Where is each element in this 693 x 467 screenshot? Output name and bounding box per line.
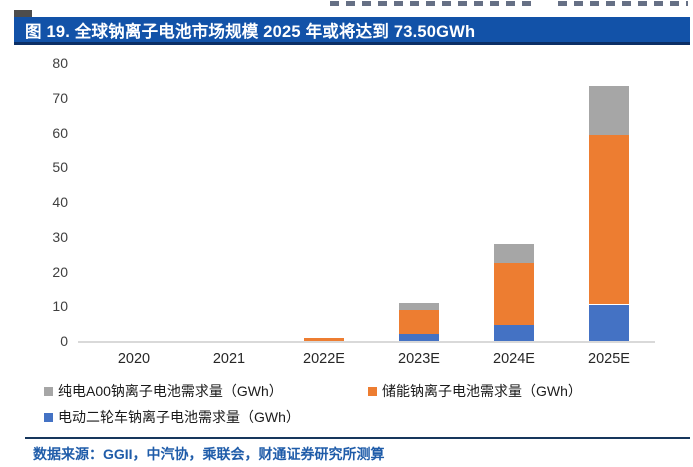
- x-axis-tick-label: 2022E: [303, 351, 345, 367]
- bar-segment-2025E: [589, 304, 629, 341]
- legend-label: 纯电A00钠离子电池需求量（GWh）: [58, 383, 283, 399]
- figure-title-bar: 图 19. 全球钠离子电池市场规模 2025 年或将达到 73.50GWh: [14, 17, 690, 45]
- legend-swatch-orange: [368, 386, 377, 396]
- bar-segment-2022E: [304, 337, 344, 341]
- legend-item-storage-demand: 储能钠离子电池需求量（GWh）: [368, 381, 582, 401]
- figure-title: 图 19. 全球钠离子电池市场规模 2025 年或将达到 73.50GWh: [25, 22, 476, 41]
- legend-label: 电动二轮车钠离子电池需求量（GWh）: [58, 409, 300, 425]
- clipped-text-fragment: [558, 1, 688, 6]
- y-axis-tick-label: 20: [52, 263, 68, 280]
- y-axis-tick-label: 40: [52, 194, 68, 210]
- legend-swatch-gray: [44, 386, 53, 396]
- legend-label: 储能钠离子电池需求量（GWh）: [382, 383, 582, 399]
- clipped-element-fragment: [14, 10, 32, 17]
- x-axis-tick-label: 2024E: [493, 351, 535, 367]
- bar-segment-2023E: [399, 302, 439, 310]
- x-axis-tick-label: 2020: [117, 351, 151, 367]
- bar-segment-2025E: [589, 85, 629, 136]
- bar-segment-2024E: [494, 325, 534, 341]
- data-source-note: 数据来源：GGII，中汽协，乘联会，财通证券研究所测算: [33, 446, 385, 462]
- bar-segment-2024E: [494, 243, 534, 263]
- legend-item-two-wheeler-demand: 电动二轮车钠离子电池需求量（GWh）: [44, 407, 300, 427]
- y-axis-tick-label: 30: [52, 228, 68, 245]
- x-axis-tick-label: 2021: [212, 351, 246, 367]
- bar-segment-2023E: [399, 334, 439, 341]
- clipped-text-fragment: [330, 1, 532, 6]
- x-axis-line: [78, 341, 655, 343]
- y-axis-tick-label: 80: [52, 55, 68, 71]
- y-axis-tick-label: 60: [52, 124, 68, 141]
- x-axis-tick-label: 2025E: [588, 351, 630, 367]
- bar-segment-2023E: [399, 309, 439, 335]
- bar-segment-2024E: [494, 262, 534, 326]
- stacked-bar-chart: 0 10 20 30 40 50 60 70 80 2020 2021 2022E 2023E 2024…: [0, 50, 693, 380]
- footer-divider: [25, 437, 690, 439]
- bar-segment-2025E: [589, 135, 629, 305]
- legend-swatch-blue: [44, 412, 53, 422]
- y-axis-tick-label: 50: [52, 159, 68, 176]
- legend-item-a00-demand: 纯电A00钠离子电池需求量（GWh）: [44, 381, 283, 401]
- y-axis-tick-label: 10: [52, 298, 68, 315]
- x-axis-tick-label: 2023E: [398, 351, 440, 367]
- y-axis-tick-label: 0: [60, 333, 68, 349]
- y-axis-tick-label: 70: [52, 89, 68, 106]
